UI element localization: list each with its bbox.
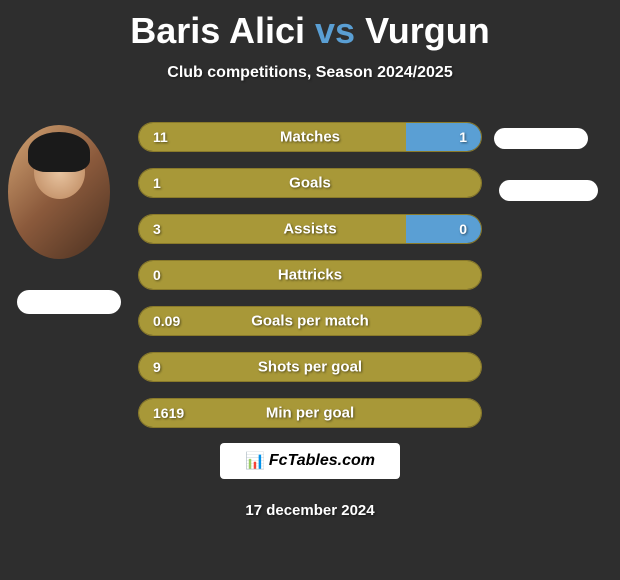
bar-value-left: 1 [153, 175, 161, 191]
bar-label: Matches [280, 129, 340, 146]
bar-value-right: 0 [459, 221, 467, 237]
bar-segment-left [139, 215, 406, 243]
date-text: 17 december 2024 [0, 502, 620, 519]
bar-label: Shots per goal [258, 359, 362, 376]
stat-bar-row: 1 Goals [138, 168, 482, 198]
bar-value-left: 0 [153, 267, 161, 283]
stat-bar-row: 0 Hattricks [138, 260, 482, 290]
stat-bar-row: 1619 Min per goal [138, 398, 482, 428]
player1-badge-pill [17, 290, 121, 314]
bar-label: Assists [283, 221, 336, 238]
player2-badge-pill-1 [494, 128, 588, 149]
bar-value-left: 0.09 [153, 313, 180, 329]
stats-bars-container: 111Matches1Goals30Assists0Hattricks0.09G… [138, 122, 482, 444]
bar-segment-left [139, 123, 406, 151]
player1-avatar [8, 125, 110, 259]
comparison-title: Baris Alici vs Vurgun [0, 0, 620, 52]
fctables-badge[interactable]: 📊 FcTables.com [220, 443, 400, 479]
bar-segment-right [406, 123, 481, 151]
bar-value-left: 1619 [153, 405, 184, 421]
bar-value-left: 11 [153, 129, 168, 145]
bar-label: Goals per match [251, 313, 369, 330]
stat-bar-row: 3 0 Assists [138, 214, 482, 244]
badge-text: FcTables.com [269, 452, 375, 470]
bar-value-left: 9 [153, 359, 161, 375]
subtitle: Club competitions, Season 2024/2025 [0, 64, 620, 82]
bar-label: Min per goal [266, 405, 354, 422]
bar-value-right: 1 [459, 129, 467, 145]
chart-icon: 📊 [245, 451, 265, 471]
stat-bar-row: 111Matches [138, 122, 482, 152]
stat-bar-row: 9 Shots per goal [138, 352, 482, 382]
bar-segment-right [406, 215, 481, 243]
player1-name: Baris Alici [130, 10, 305, 51]
bar-value-left: 3 [153, 221, 161, 237]
player2-name: Vurgun [365, 10, 490, 51]
vs-text: vs [315, 10, 355, 51]
bar-label: Hattricks [278, 267, 342, 284]
player2-badge-pill-2 [499, 180, 598, 201]
stat-bar-row: 0.09 Goals per match [138, 306, 482, 336]
bar-label: Goals [289, 175, 331, 192]
